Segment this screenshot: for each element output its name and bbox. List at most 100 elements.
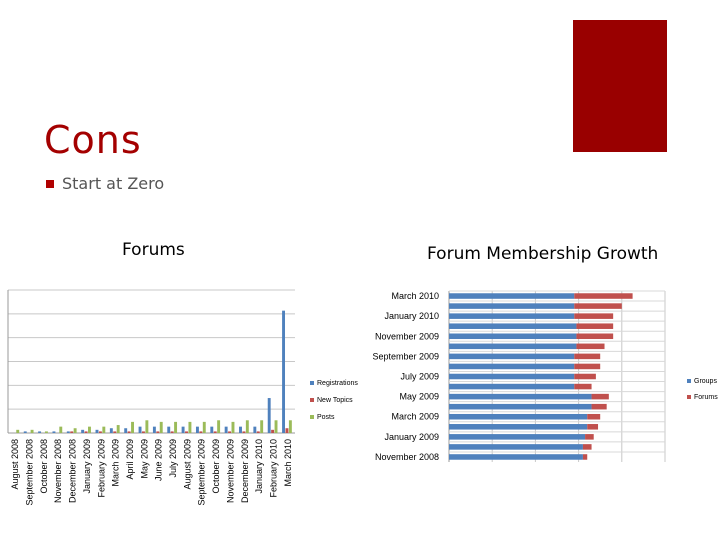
bar [210, 426, 214, 433]
bar [84, 431, 88, 433]
bar [70, 431, 74, 433]
y-tick-label: March 2010 [391, 291, 439, 301]
bar [449, 434, 586, 440]
bar [159, 421, 163, 433]
bar [116, 425, 120, 433]
bar [576, 343, 605, 350]
bar [260, 420, 264, 433]
x-tick-label: May 2009 [139, 439, 149, 479]
forums-chart-title: Forums [122, 240, 185, 260]
bar [127, 431, 131, 433]
membership-chart-title: Forum Membership Growth [427, 244, 659, 264]
bar [582, 454, 588, 460]
x-tick-label: August 2008 [10, 439, 20, 490]
bar [574, 383, 592, 390]
bar [228, 431, 232, 433]
x-tick-label: February 2010 [268, 439, 278, 498]
bar [582, 444, 592, 450]
bar [59, 426, 63, 433]
bar [242, 431, 246, 433]
y-tick-label: November 2009 [375, 331, 439, 341]
bar [274, 420, 278, 433]
bar [95, 429, 99, 433]
x-tick-label: October 2009 [211, 439, 221, 494]
bar [167, 426, 171, 433]
x-tick-label: March 2010 [283, 439, 293, 487]
bar [224, 426, 228, 433]
legend-label: Groups [694, 378, 717, 385]
bar [102, 426, 106, 433]
bar [195, 426, 199, 433]
bar [131, 421, 134, 433]
bar [574, 363, 601, 370]
bar [199, 431, 203, 433]
bar [38, 431, 42, 433]
bar [574, 313, 614, 319]
bullet-item: Start at Zero [46, 174, 164, 193]
bar [239, 426, 242, 433]
y-tick-label: May 2009 [399, 392, 439, 402]
bar [23, 431, 27, 433]
x-tick-label: September 2009 [197, 439, 207, 506]
bar [288, 420, 292, 433]
bar [88, 426, 91, 433]
bar [282, 310, 286, 433]
bar [170, 431, 174, 433]
bar [217, 420, 221, 433]
legend-label: Registrations [317, 380, 358, 387]
y-tick-label: January 2010 [384, 311, 439, 321]
x-tick-label: June 2009 [154, 439, 164, 481]
bar [449, 403, 592, 410]
bar [449, 333, 577, 340]
bar [188, 421, 192, 433]
bar [245, 420, 249, 433]
bar [124, 428, 128, 433]
bar [285, 428, 289, 433]
x-tick-label: October 2008 [39, 439, 49, 494]
bar [16, 429, 20, 433]
bar [142, 431, 145, 433]
x-tick-label: January 2010 [254, 439, 264, 494]
x-tick-label: July 2009 [168, 439, 178, 478]
bullet-text: Start at Zero [62, 174, 165, 193]
legend-swatch [310, 381, 314, 385]
y-tick-label: July 2009 [400, 372, 439, 382]
bar [574, 303, 622, 309]
bar [574, 353, 601, 360]
bar [449, 303, 575, 309]
bar [98, 431, 102, 433]
y-tick-label: January 2009 [384, 432, 439, 442]
bar [231, 421, 235, 433]
x-tick-label: March 2009 [111, 439, 121, 487]
x-tick-label: April 2009 [125, 439, 135, 480]
y-tick-label: November 2008 [375, 452, 439, 462]
bar [585, 434, 594, 440]
bullet-marker-icon [46, 179, 54, 188]
bar [591, 403, 607, 410]
bar [109, 428, 113, 433]
x-tick-label: November 2009 [225, 439, 235, 503]
bar [449, 353, 575, 360]
legend-swatch [310, 398, 314, 402]
bar [156, 431, 160, 433]
bar [574, 293, 633, 299]
x-tick-label: August 2009 [182, 439, 192, 490]
bar [449, 383, 575, 390]
bar [449, 363, 575, 370]
bar [449, 444, 583, 450]
bar [587, 413, 601, 420]
legend-swatch [687, 395, 691, 399]
bar [449, 313, 575, 319]
bar [449, 323, 577, 329]
bar [253, 426, 257, 433]
y-tick-label: September 2009 [372, 351, 439, 361]
bar [202, 421, 206, 433]
x-tick-label: September 2008 [25, 439, 35, 506]
bar [574, 373, 596, 380]
bar [181, 426, 185, 433]
legend-swatch [687, 379, 691, 383]
bar [30, 429, 34, 433]
x-tick-label: November 2008 [53, 439, 63, 503]
